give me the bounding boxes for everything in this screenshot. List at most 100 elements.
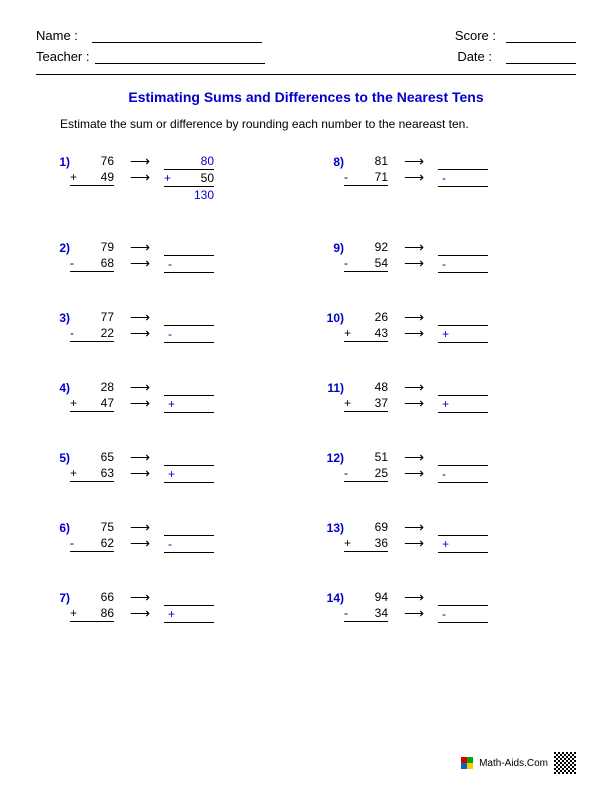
page-title: Estimating Sums and Differences to the N…	[36, 89, 576, 105]
instructions: Estimate the sum or difference by roundi…	[60, 117, 576, 131]
answer-column: -	[164, 519, 216, 553]
problem: 14)94-34⟶⟶ -	[316, 589, 570, 623]
operand-a: 75	[70, 519, 114, 535]
operand-a: 81	[344, 153, 388, 169]
answer-blank-b[interactable]: -	[164, 326, 214, 343]
problem-number: 1)	[42, 153, 70, 169]
operand-a: 76	[70, 153, 114, 169]
problem: 3)77-22⟶⟶ -	[42, 309, 296, 343]
header-divider	[36, 74, 576, 75]
operand-column: 79-68	[70, 239, 116, 272]
answer-column: -	[164, 309, 216, 343]
answer-blank-b[interactable]: +	[164, 606, 214, 623]
answer-blank-b[interactable]: +	[438, 536, 488, 553]
arrow-icon: ⟶	[130, 589, 150, 605]
problems-grid: 1)76+49⟶⟶80+501308)81-71⟶⟶ -2)79-68⟶⟶ -9…	[36, 153, 576, 623]
problem: 9)92-54⟶⟶ -	[316, 239, 570, 273]
answer-blank-a[interactable]	[438, 239, 488, 256]
answer-blank-b[interactable]: +	[438, 326, 488, 343]
operand-a: 79	[70, 239, 114, 255]
teacher-field: Teacher :	[36, 49, 265, 64]
operand-b: +43	[344, 325, 388, 342]
operand-column: 76+49	[70, 153, 116, 186]
arrow-column: ⟶⟶	[390, 589, 438, 621]
arrow-icon: ⟶	[404, 255, 424, 271]
answer-blank-b[interactable]: -	[164, 536, 214, 553]
problem-number: 13)	[316, 519, 344, 535]
answer-column: +	[164, 379, 216, 413]
answer-blank-b[interactable]: +	[164, 396, 214, 413]
arrow-column: ⟶⟶	[116, 379, 164, 411]
arrow-column: ⟶⟶	[390, 309, 438, 341]
answer-blank-a[interactable]	[438, 449, 488, 466]
operand-a: 66	[70, 589, 114, 605]
arrow-icon: ⟶	[130, 449, 150, 465]
answer-blank-a[interactable]	[438, 379, 488, 396]
operand-a: 28	[70, 379, 114, 395]
operand-column: 94-34	[344, 589, 390, 622]
answer-blank-b[interactable]: +	[438, 396, 488, 413]
operand-b: +49	[70, 169, 114, 186]
name-line[interactable]	[92, 28, 262, 43]
teacher-label: Teacher :	[36, 49, 89, 64]
operand-b: +47	[70, 395, 114, 412]
arrow-column: ⟶⟶	[116, 589, 164, 621]
name-label: Name :	[36, 28, 78, 43]
answer-blank-b[interactable]: -	[438, 606, 488, 623]
operand-a: 26	[344, 309, 388, 325]
operand-a: 48	[344, 379, 388, 395]
result: 130	[164, 187, 214, 203]
problem-number: 6)	[42, 519, 70, 535]
answer-blank-a[interactable]	[164, 589, 214, 606]
operand-column: 92-54	[344, 239, 390, 272]
date-line[interactable]	[506, 49, 576, 64]
answer-blank-a[interactable]	[164, 519, 214, 536]
arrow-icon: ⟶	[404, 535, 424, 551]
answer-blank-b[interactable]: -	[164, 256, 214, 273]
operand-b: -54	[344, 255, 388, 272]
operand-b: -68	[70, 255, 114, 272]
problem: 13)69+36 ⟶⟶ +	[316, 519, 570, 553]
answer-blank-b[interactable]: -	[438, 256, 488, 273]
qr-icon	[554, 752, 576, 774]
problem: 11)48+37⟶⟶ +	[316, 379, 570, 413]
operand-a: 51	[344, 449, 388, 465]
teacher-line[interactable]	[95, 49, 265, 64]
answer-blank-a[interactable]	[438, 309, 488, 326]
answer-column: -	[164, 239, 216, 273]
problem-number: 11)	[316, 379, 344, 395]
arrow-icon: ⟶	[404, 379, 424, 395]
answer-blank-a[interactable]	[164, 309, 214, 326]
arrow-icon: ⟶	[130, 255, 150, 271]
arrow-column: ⟶⟶	[390, 153, 438, 185]
answer-blank-a[interactable]	[438, 519, 488, 536]
arrow-icon: ⟶	[130, 519, 150, 535]
answer-column: +	[164, 449, 216, 483]
footer: Math-Aids.Com	[461, 752, 576, 774]
operand-column: 65+63	[70, 449, 116, 482]
operand-column: 66+86	[70, 589, 116, 622]
operand-column: 26+43	[344, 309, 390, 342]
name-field: Name :	[36, 28, 262, 43]
arrow-icon: ⟶	[404, 519, 424, 535]
problem-number: 5)	[42, 449, 70, 465]
answer-blank-b[interactable]: +	[164, 466, 214, 483]
answer-blank-a[interactable]	[164, 449, 214, 466]
date-label: Date :	[457, 49, 492, 64]
score-line[interactable]	[506, 28, 576, 43]
answer-blank-a[interactable]	[438, 153, 488, 170]
footer-text: Math-Aids.Com	[479, 758, 548, 769]
arrow-icon: ⟶	[130, 395, 150, 411]
problem-number: 2)	[42, 239, 70, 255]
operand-column: 69+36	[344, 519, 390, 552]
problem-number: 9)	[316, 239, 344, 255]
answer-blank-a[interactable]	[164, 239, 214, 256]
operand-a: 92	[344, 239, 388, 255]
answer-blank-a[interactable]	[438, 589, 488, 606]
answer-blank-b[interactable]: -	[438, 466, 488, 483]
score-field: Score :	[455, 28, 576, 43]
answer-blank-b[interactable]: -	[438, 170, 488, 187]
answer-column: +	[164, 589, 216, 623]
answer-blank-a[interactable]	[164, 379, 214, 396]
arrow-icon: ⟶	[404, 465, 424, 481]
